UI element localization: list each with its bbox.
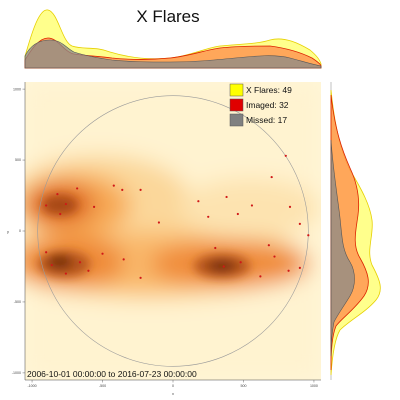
flare-point <box>284 154 287 157</box>
flare-point <box>139 188 142 191</box>
flare-point <box>56 193 59 196</box>
flare-point <box>76 187 79 190</box>
y-tick-label: 1000 <box>13 87 21 91</box>
flare-point <box>78 261 82 264</box>
main-plot: -1000 -500 0 500 1000 -1000 -500 0 500 1000 x y <box>7 82 321 396</box>
legend-swatch-missed <box>229 113 244 127</box>
legend-swatch-imaged <box>229 98 244 112</box>
flare-point <box>288 205 292 208</box>
y-axis-label: y <box>7 229 9 234</box>
y-tick-label: 0 <box>19 229 21 233</box>
x-axis-label: x <box>172 391 174 396</box>
density-heatmap <box>25 82 321 380</box>
legend-label-all: X Flares: 49 <box>246 85 292 95</box>
x-tick-label: 1000 <box>310 384 318 388</box>
legend-label-imaged: Imaged: 32 <box>246 100 289 110</box>
flare-point <box>121 188 124 191</box>
top-marginal-density <box>24 9 322 69</box>
flare-point <box>92 205 96 208</box>
flare-point <box>259 275 262 278</box>
flare-point <box>50 263 53 267</box>
flare-point <box>157 221 161 224</box>
x-tick-label: -500 <box>99 384 106 388</box>
flare-point <box>270 175 273 179</box>
flare-markers <box>45 154 310 279</box>
x-tick-label: -1000 <box>27 384 36 388</box>
right-density-missed <box>330 139 355 357</box>
flare-point <box>45 251 48 254</box>
flare-point <box>298 222 301 226</box>
flare-point <box>222 265 225 268</box>
y-tick-label: -1000 <box>12 371 21 375</box>
right-marginal-density <box>330 82 381 380</box>
x-tick-label: 500 <box>240 384 246 388</box>
y-tick-label: -500 <box>14 300 21 304</box>
legend-swatch-all <box>229 83 244 97</box>
flare-point <box>214 246 217 250</box>
flare-point <box>307 234 310 237</box>
date-range-label: 2006-10-01 00:00:00 to 2016-07-23 00:00:… <box>27 369 197 379</box>
flare-point <box>64 202 67 206</box>
flare-point <box>101 252 104 255</box>
flare-point <box>112 184 115 187</box>
flare-point <box>122 258 125 261</box>
flare-point <box>239 261 242 264</box>
x-tick-label: 0 <box>172 384 174 388</box>
flare-point <box>59 212 62 216</box>
flare-point <box>64 272 67 275</box>
legend: X Flares: 49 Imaged: 32 Missed: 17 <box>229 83 292 127</box>
flare-point <box>45 204 48 207</box>
flare-point <box>236 212 239 216</box>
flare-point <box>207 215 210 218</box>
flare-point <box>139 276 142 279</box>
flare-point <box>287 269 290 272</box>
flare-point <box>298 266 301 269</box>
flare-point <box>250 204 254 207</box>
flare-point <box>273 255 276 258</box>
y-tick-label: 500 <box>15 158 21 162</box>
flare-point <box>225 195 228 199</box>
y-axis-ticks: -1000 -500 0 500 1000 <box>12 87 25 375</box>
x-axis-ticks: -1000 -500 0 500 1000 <box>27 380 318 388</box>
flare-point <box>267 244 270 247</box>
chart-title: X Flares <box>136 7 199 26</box>
legend-label-missed: Missed: 17 <box>246 115 287 125</box>
solar-disk-outline <box>37 95 309 367</box>
flare-point <box>87 269 90 272</box>
top-density-missed <box>24 39 322 69</box>
flare-point <box>197 200 200 203</box>
